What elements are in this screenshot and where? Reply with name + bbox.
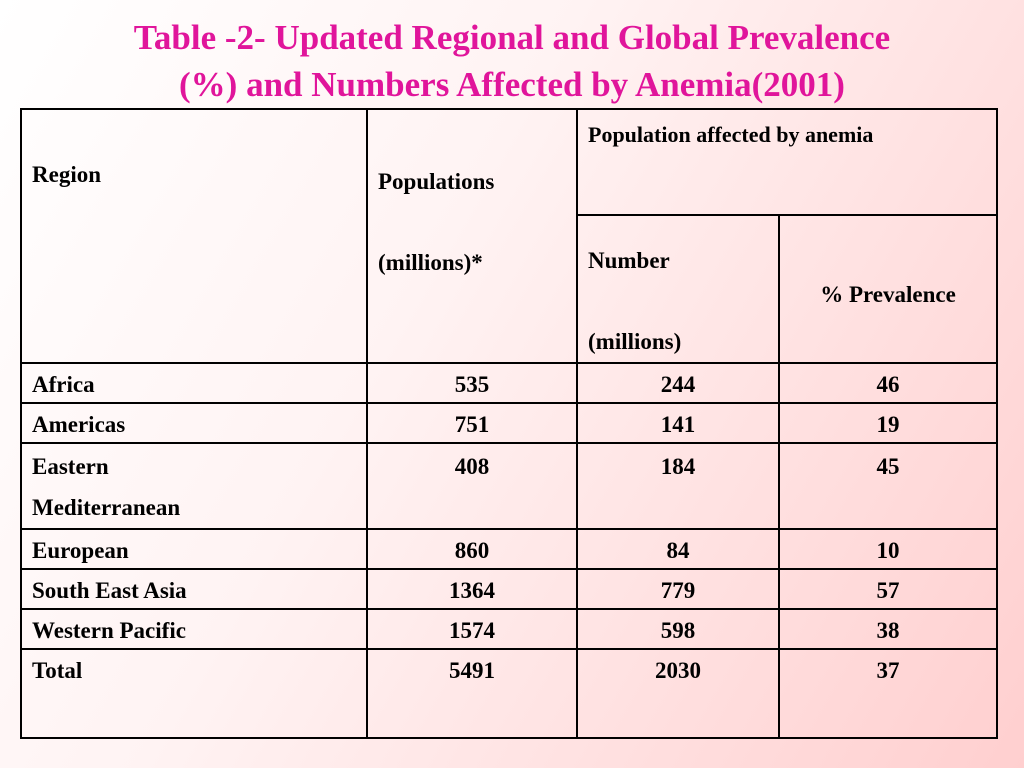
cell-region: Total [20,648,368,739]
cell-number: 84 [576,528,780,570]
cell-prevalence: 46 [777,362,999,404]
header-populations-label: Populations [378,169,495,194]
cell-population: 1574 [366,608,578,650]
cell-population: 860 [366,528,578,570]
cell-prevalence: 19 [777,402,999,444]
cell-region-line-1: Eastern [32,454,109,479]
cell-population: 5491 [366,648,578,739]
table-row-total: Total 5491 2030 37 [20,648,999,739]
header-number: Number (millions) [576,214,780,364]
cell-region: South East Asia [20,568,368,610]
cell-region: European [20,528,368,570]
cell-number: 184 [576,442,780,530]
cell-region: Americas [20,402,368,444]
cell-population: 1364 [366,568,578,610]
cell-region-line-2: Mediterranean [32,495,181,520]
cell-number: 2030 [576,648,780,739]
header-number-label: Number [588,248,670,273]
cell-population: 408 [366,442,578,530]
slide-title: Table -2- Updated Regional and Global Pr… [0,14,1024,108]
table-row: European 860 84 10 [20,528,999,570]
header-region-label: Region [32,162,101,187]
cell-prevalence: 45 [777,442,999,530]
header-population-affected: Population affected by anemia [575,108,999,216]
cell-prevalence: 10 [777,528,999,570]
header-prevalence: % Prevalence [777,214,999,364]
cell-prevalence: 57 [777,568,999,610]
table-row: Africa 535 244 46 [20,362,999,404]
slide-title-line-1: Table -2- Updated Regional and Global Pr… [133,18,891,57]
header-region: Region [20,108,368,364]
table-header-row: Region Populations (millions)* Populatio… [20,108,999,364]
table-row: Americas 751 141 19 [20,402,999,444]
slide-title-line-2: (%) and Numbers Affected by Anemia(2001) [179,65,845,104]
header-population-affected-label: Population affected by anemia [588,122,874,147]
cell-population: 751 [366,402,578,444]
cell-region: Western Pacific [20,608,368,650]
cell-number: 244 [576,362,780,404]
cell-prevalence: 38 [777,608,999,650]
table-row: Western Pacific 1574 598 38 [20,608,999,650]
cell-number: 598 [576,608,780,650]
cell-number: 779 [576,568,780,610]
header-prevalence-label: % Prevalence [820,282,956,307]
header-populations: Populations (millions)* [366,108,578,364]
header-number-unit: (millions) [588,329,682,354]
cell-region: Africa [20,362,368,404]
header-populations-unit: (millions)* [378,250,483,275]
cell-prevalence: 37 [777,648,999,739]
cell-population: 535 [366,362,578,404]
table-row: Eastern Mediterranean 408 184 45 [20,442,999,530]
table-subheader-row: Number (millions) % Prevalence [21,214,999,364]
anemia-prevalence-table: Region Populations (millions)* Populatio… [20,108,999,739]
table-row: South East Asia 1364 779 57 [20,568,999,610]
cell-region: Eastern Mediterranean [20,442,368,530]
cell-number: 141 [576,402,780,444]
